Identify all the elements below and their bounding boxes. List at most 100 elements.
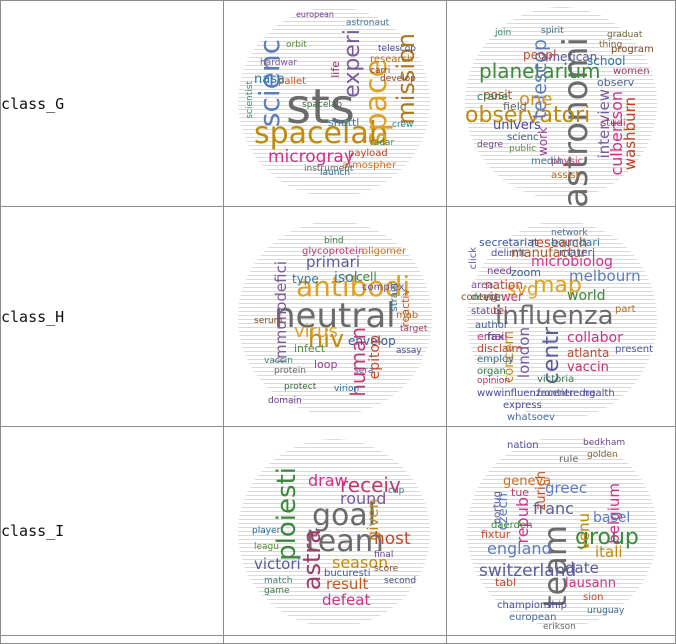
cloud-word: nation (485, 278, 523, 292)
cloud-word: leagu (254, 542, 279, 552)
cloud-word: european (296, 10, 334, 19)
cloud-word: primari (306, 253, 360, 271)
wordcloud-cell: sts spacelab scienc space mission experi… (223, 0, 447, 207)
cloud-word: organ (477, 366, 506, 377)
cloud-word: whatsoev (507, 412, 555, 423)
cloud-word: network (551, 228, 588, 238)
cloud-word: school (587, 54, 626, 68)
cloud-word: type (292, 272, 319, 286)
cloud-word: target (400, 324, 428, 334)
cloud-word: telescop (378, 44, 416, 54)
cloud-word: contact (461, 292, 499, 303)
cloud-word: virion (334, 384, 360, 394)
cloud-word: hardwar (260, 58, 298, 68)
cloud-word: assist (551, 170, 580, 181)
cloud-word: second (384, 576, 417, 586)
cloud-word: reactiv (399, 289, 412, 327)
cloud-word: greec (545, 479, 588, 497)
cloud-word: washburn (621, 97, 639, 171)
cloud-word: antibodi (296, 270, 411, 303)
wordcloud-cell: goal team ploiesti astra receiv draw rou… (223, 426, 447, 636)
table-row: class_I goal team ploiesti astra receiv … (0, 426, 676, 636)
cloud-word: frontier (537, 388, 574, 399)
cloud-word: victori (254, 555, 301, 573)
wordcloud-class-g-right: astronomi observatori planetarium telesc… (448, 2, 675, 206)
cloud-word: degre (477, 140, 504, 150)
cloud-word: status (471, 306, 502, 317)
wordcloud-cell: astronomi observatori planetarium telesc… (446, 0, 676, 207)
cloud-word: victoria (537, 374, 575, 385)
cloud-word: crane (477, 90, 509, 103)
cloud-word: championship (497, 600, 567, 611)
cloud-word: neutral (274, 296, 396, 336)
cloud-word: oligomer (362, 246, 407, 257)
cloud-word: spirit (541, 26, 564, 36)
cloud-word: atmospher (342, 160, 397, 171)
cloud-word: microgray (268, 147, 354, 167)
cloud-word: england (487, 539, 552, 558)
cloud-word: influenza (495, 301, 614, 331)
cloud-word: daerden (491, 520, 533, 531)
cloud-word: match (264, 576, 293, 586)
cloud-word: posit (483, 88, 513, 102)
table-row: class_H neutral antibodi hiv virus human… (0, 206, 676, 427)
cloud-word: join (495, 28, 512, 38)
cloud-word: loop (314, 358, 338, 371)
cloud-word: infect (294, 342, 326, 355)
cloud-word: nation (507, 440, 539, 451)
filler-words (467, 221, 657, 419)
cloud-word: develop (380, 74, 416, 84)
cloud-word: nasa (254, 72, 285, 87)
cloud-word: hiv (308, 325, 345, 353)
cloud-word: venu (575, 513, 593, 551)
cloud-word: tel (493, 304, 508, 317)
cloud-word: zoom (511, 266, 541, 279)
cloud-word: basel (593, 510, 631, 526)
cloud-word: express (503, 400, 542, 411)
filler-words (238, 221, 432, 415)
cloud-word: american (541, 50, 598, 64)
cloud-word: itali (595, 543, 623, 561)
cloud-word: round (340, 489, 387, 508)
cloud-word: final (374, 550, 394, 560)
cloud-word: sts (286, 79, 355, 135)
cloud-word: women (613, 66, 650, 77)
cloud-word: crew (392, 120, 414, 130)
cloud-word: glycoprotein (302, 246, 365, 257)
cloud-word: viewer (483, 290, 523, 304)
cloud-word: domain (268, 396, 302, 406)
cloud-word: envelop (348, 334, 396, 348)
cloud-word: bedkham (583, 438, 626, 448)
filler-words (465, 7, 657, 199)
cloud-word: manufactur (511, 246, 587, 261)
cloud-word: european (509, 612, 557, 623)
cloud-word: shuttl (328, 116, 360, 129)
table-row: class_G sts spacelab scienc space missio… (0, 0, 676, 207)
cloud-word: virus (294, 321, 338, 342)
cloud-word: rule (559, 454, 579, 465)
cloud-word: host (374, 529, 411, 549)
cloud-word: health (583, 388, 615, 399)
cloud-word: season (332, 553, 389, 572)
cloud-word: work (536, 127, 550, 157)
cloud-word: astra (298, 529, 326, 591)
cloud-word: orbit (286, 40, 307, 50)
cloud-word: atlanta (567, 346, 610, 360)
cloud-word: cell (356, 270, 377, 284)
cloud-word: payload (348, 148, 388, 159)
table-row (0, 635, 676, 644)
cloud-word: secretariat (479, 236, 539, 249)
cloud-word: melbourn (569, 267, 641, 285)
cloud-word: astronaut (346, 18, 390, 28)
cloud-word: serum (254, 316, 283, 326)
cloud-word: media (531, 156, 563, 167)
cloud-word: launch (320, 168, 351, 178)
wordcloud-class-h-right: influenza map svg melbourn london centr … (448, 208, 675, 426)
wordcloud-class-i-right: team group switzerland england greec fra… (448, 428, 675, 635)
cloud-word: peopl (523, 48, 557, 62)
cloud-word: planetarium (479, 59, 601, 83)
cloud-word: click (468, 247, 479, 270)
cloud-word: receiv (340, 473, 401, 497)
cloud-word: disclaim (477, 342, 523, 355)
cloud-word: radar (370, 138, 395, 148)
